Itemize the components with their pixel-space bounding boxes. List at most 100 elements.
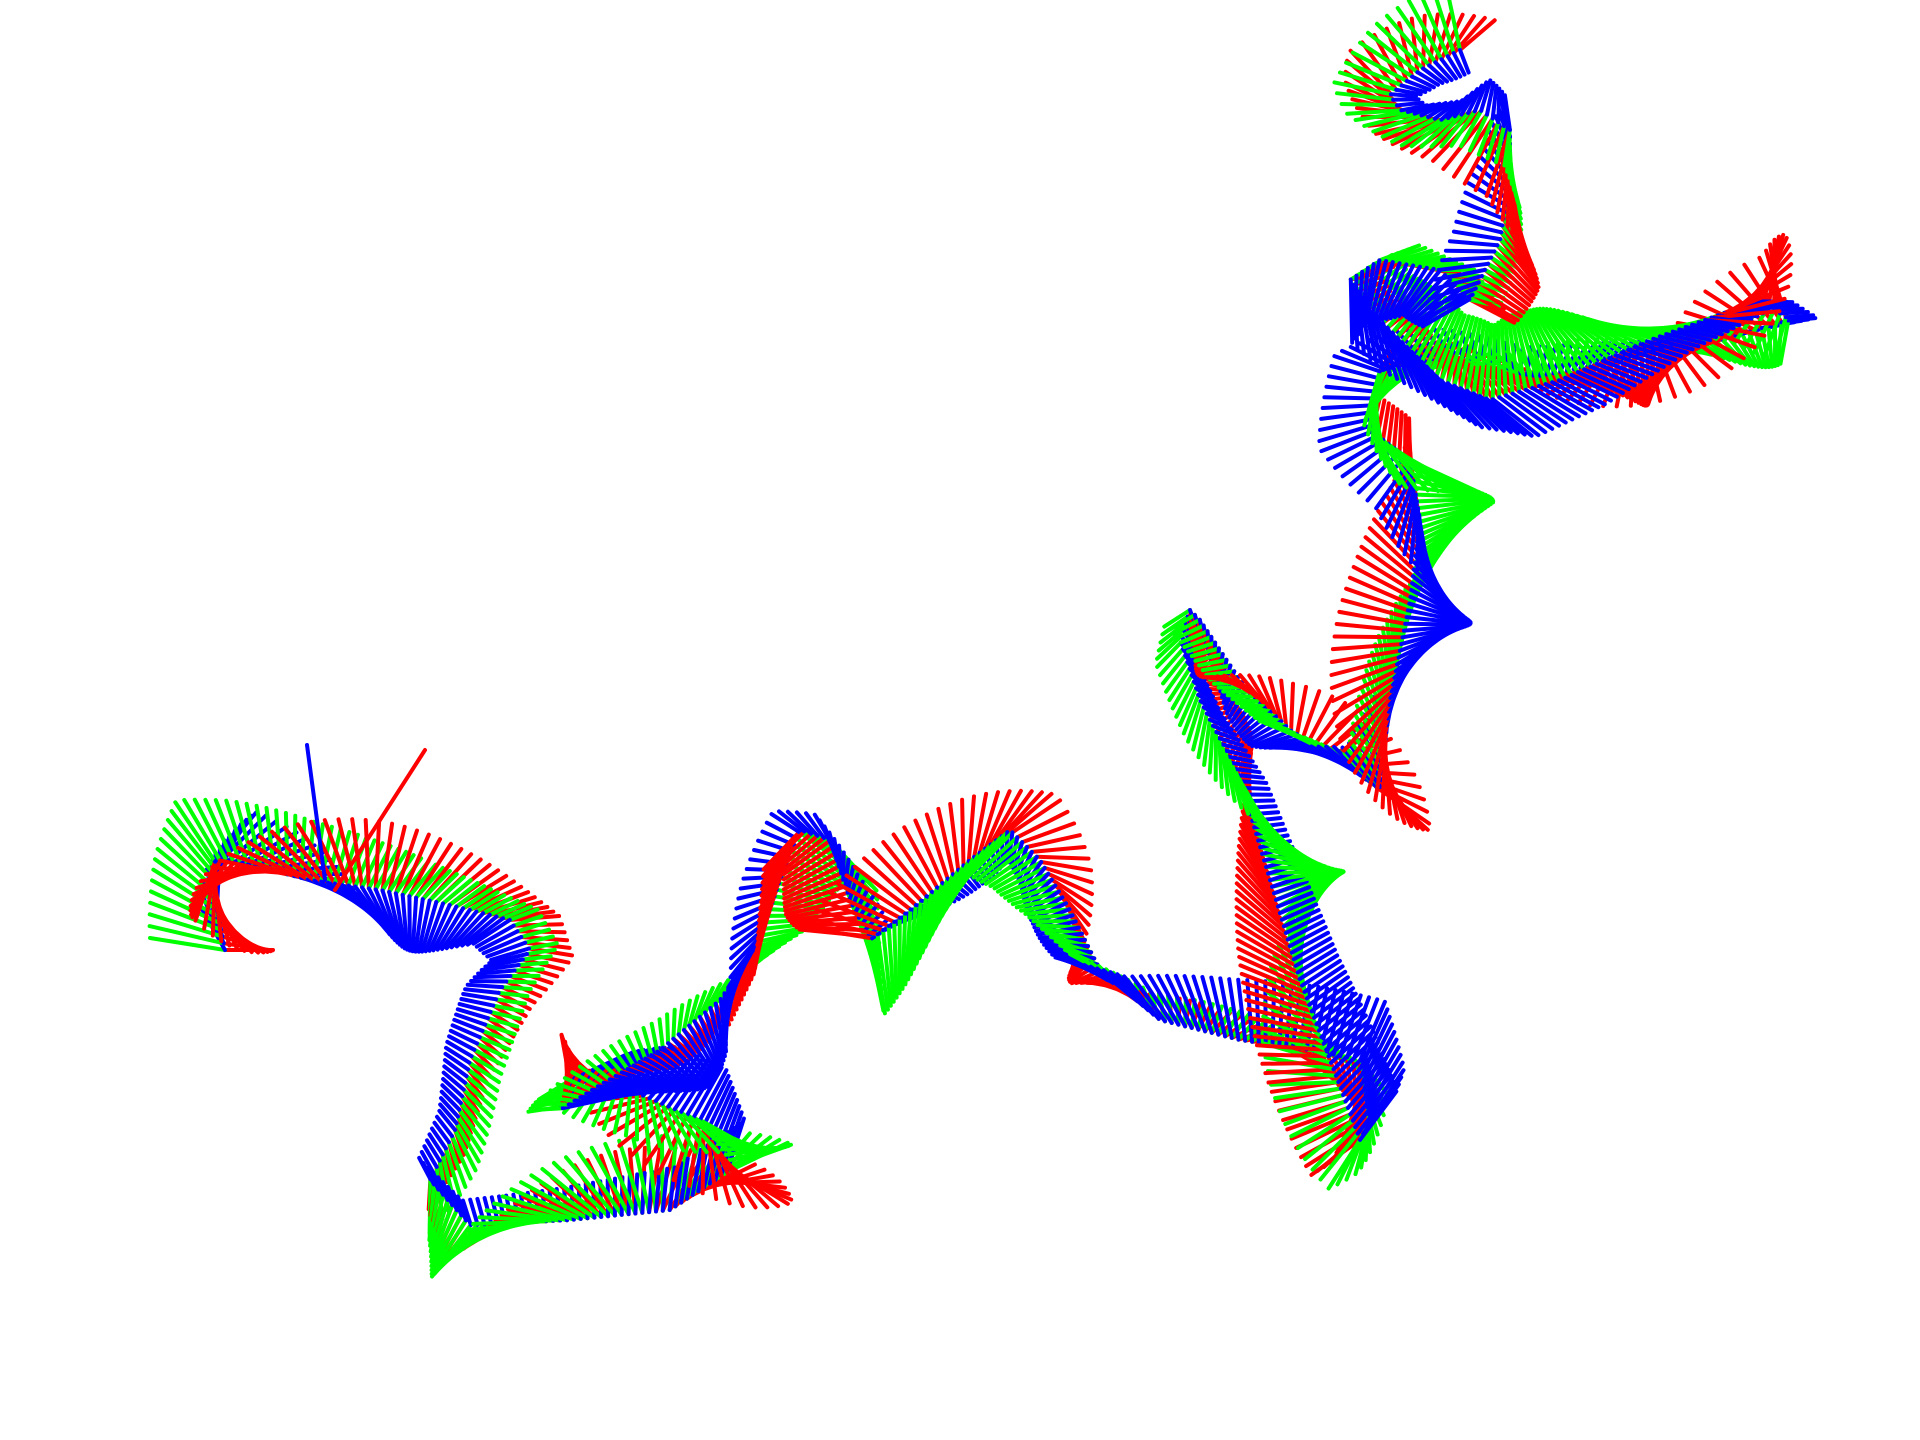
y-axis-segment — [653, 1099, 674, 1151]
z-axis-segment — [400, 892, 410, 952]
y-axis-segment — [149, 889, 222, 925]
y-axis-segment — [679, 1109, 721, 1155]
z-axis-segment — [1626, 347, 1672, 366]
y-axis-segment — [1366, 30, 1420, 75]
y-axis-segment — [1318, 1131, 1360, 1182]
z-axis-segment — [1497, 395, 1548, 434]
y-axis-segment — [1706, 340, 1738, 364]
z-axis-segment — [649, 1053, 704, 1091]
x-axis-segment — [1330, 642, 1404, 652]
y-axis-segment — [1418, 259, 1459, 269]
x-axis-segment — [1709, 309, 1782, 320]
y-axis-segment — [1230, 697, 1264, 704]
z-axis-segment — [1321, 1008, 1366, 1046]
y-axis-segment — [1429, 112, 1464, 149]
y-axis-segment — [1335, 91, 1396, 102]
z-axis-segment — [637, 1060, 696, 1092]
z-axis-segment — [1285, 919, 1326, 942]
y-axis-segment — [1236, 1015, 1260, 1042]
z-axis-segment — [413, 897, 425, 954]
z-axis-segment — [1326, 433, 1380, 462]
y-axis-segment — [463, 1080, 496, 1111]
x-axis-segment — [1248, 1016, 1321, 1033]
y-axis-segment — [1244, 708, 1279, 719]
x-axis-segment — [801, 925, 875, 941]
x-axis-segment — [1353, 709, 1391, 775]
z-axis-segment — [454, 1012, 488, 1027]
x-axis-segment — [1347, 575, 1412, 606]
z-axis-segment — [1395, 100, 1425, 108]
y-axis-segment — [527, 941, 559, 951]
y-axis-segment — [1459, 108, 1484, 149]
y-axis-segment — [1158, 647, 1185, 678]
z-axis-segment — [804, 811, 826, 840]
z-axis-segment — [682, 1028, 718, 1080]
x-axis-segment — [1309, 1137, 1362, 1177]
z-axis-segment — [1786, 316, 1818, 323]
z-axis-segment — [613, 1073, 679, 1093]
z-axis-segment — [1204, 711, 1231, 727]
y-axis-segment — [461, 887, 493, 911]
z-axis-segment — [461, 992, 498, 1002]
y-axis-segment — [1531, 307, 1574, 377]
z-axis-segment — [1395, 329, 1429, 365]
y-axis-segment — [1239, 704, 1274, 714]
z-axis-segment — [1425, 286, 1478, 311]
y-axis-segment — [1548, 307, 1605, 363]
y-axis-segment — [984, 849, 1034, 886]
z-axis-segment — [1147, 973, 1181, 1027]
y-axis-segment — [460, 1094, 492, 1128]
z-axis-segment — [1490, 397, 1541, 438]
z-axis-segment — [432, 1120, 451, 1145]
y-axis-segment — [900, 911, 908, 991]
y-axis-segment — [454, 1121, 481, 1164]
z-axis-segment — [459, 997, 496, 1008]
z-axis-segment — [1396, 485, 1417, 548]
y-axis-segment — [541, 1094, 577, 1103]
x-axis-segment — [1025, 833, 1082, 849]
x-axis-segment — [1244, 998, 1317, 1020]
y-axis-segment — [1406, 0, 1444, 62]
y-axis-segment — [671, 1007, 677, 1041]
x-axis-segment — [784, 897, 852, 917]
y-axis-segment — [520, 954, 553, 962]
z-axis-segment — [1408, 499, 1419, 565]
x-axis-segment — [773, 833, 820, 874]
y-axis-segment — [1229, 760, 1251, 816]
z-axis-segment — [1326, 1018, 1371, 1059]
z-axis-segment — [439, 1089, 462, 1112]
y-axis-segment — [477, 1215, 556, 1223]
y-axis-segment — [1326, 1137, 1362, 1191]
x-axis-segment — [871, 848, 924, 903]
z-axis-segment — [1201, 705, 1227, 721]
y-axis-segment — [182, 798, 223, 863]
x-axis-segment — [966, 794, 976, 863]
z-axis-segment — [1421, 66, 1445, 85]
z-axis-segment — [1399, 83, 1428, 94]
z-axis-segment — [785, 809, 813, 836]
z-axis-segment — [1410, 74, 1436, 90]
z-axis-segment — [1372, 260, 1395, 323]
y-axis-segment — [909, 898, 924, 977]
z-axis-segment — [1350, 1073, 1393, 1123]
y-axis-segment — [475, 1041, 509, 1060]
x-axis-segment — [1234, 913, 1294, 955]
z-axis-segment — [1380, 262, 1409, 322]
y-axis-segment — [870, 936, 887, 1016]
y-axis-segment — [1499, 318, 1508, 398]
z-axis-segment — [1309, 980, 1353, 1014]
y-axis-segment — [1277, 1093, 1346, 1114]
x-axis-segment — [988, 788, 1023, 847]
z-axis-segment — [1374, 458, 1413, 511]
z-axis-segment — [1569, 372, 1619, 399]
x-axis-segment — [983, 789, 1012, 851]
y-axis-segment — [312, 822, 325, 883]
y-axis-segment — [467, 1060, 501, 1085]
z-axis-segment — [1300, 958, 1342, 988]
z-axis-segment — [393, 891, 407, 951]
z-axis-segment — [1451, 229, 1503, 242]
z-axis-segment — [1314, 991, 1358, 1027]
y-axis-segment — [501, 904, 533, 921]
y-axis-segment — [1509, 313, 1528, 392]
y-axis-segment — [609, 1044, 630, 1071]
